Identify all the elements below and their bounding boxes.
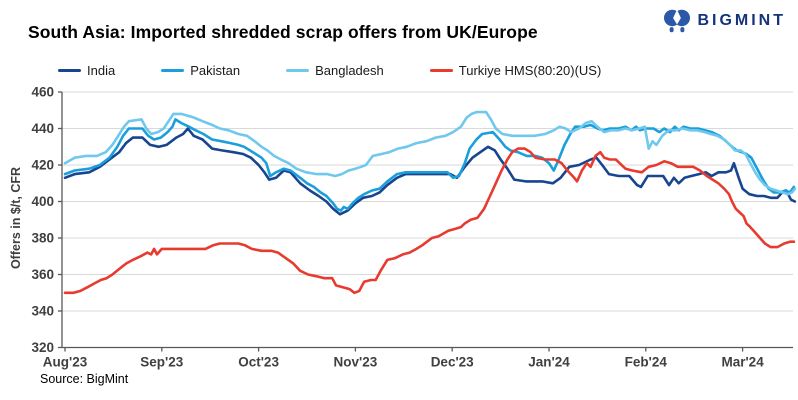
chart-legend: India Pakistan Bangladesh Turkiye HMS(80… bbox=[58, 63, 601, 78]
bigmint-logo: BIGMINT bbox=[662, 8, 786, 34]
legend-swatch-bangladesh bbox=[286, 68, 310, 73]
legend-swatch-india bbox=[58, 68, 81, 73]
svg-text:Feb'24: Feb'24 bbox=[625, 355, 668, 370]
svg-text:440: 440 bbox=[31, 121, 54, 136]
legend-item-turkiye: Turkiye HMS(80:20)(US) bbox=[429, 63, 602, 78]
svg-text:340: 340 bbox=[31, 304, 54, 319]
series-line-india bbox=[63, 127, 797, 216]
series-line-bangladesh bbox=[63, 110, 797, 196]
legend-item-pakistan: Pakistan bbox=[161, 63, 240, 78]
svg-text:320: 320 bbox=[31, 340, 54, 355]
svg-text:Aug'23: Aug'23 bbox=[43, 355, 88, 370]
svg-text:Nov'23: Nov'23 bbox=[334, 355, 378, 370]
svg-text:Mar'24: Mar'24 bbox=[721, 355, 764, 370]
legend-item-india: India bbox=[58, 63, 115, 78]
svg-text:400: 400 bbox=[31, 194, 54, 209]
svg-text:Jan'24: Jan'24 bbox=[528, 355, 570, 370]
legend-swatch-pakistan bbox=[161, 68, 185, 73]
line-chart: 320 340 360 380 400 420 440 460 Aug'23 Sep'23 Oct'… bbox=[31, 85, 797, 370]
series-line-turkiye-hms-us bbox=[63, 147, 796, 295]
chart-area: 320 340 360 380 400 420 440 460 Aug'23 Sep'23 Oct'… bbox=[0, 85, 798, 375]
svg-text:380: 380 bbox=[31, 231, 54, 246]
legend-swatch-turkiye bbox=[429, 68, 453, 73]
page-title: South Asia: Imported shredded scrap offe… bbox=[28, 22, 538, 42]
svg-text:460: 460 bbox=[31, 85, 54, 100]
svg-text:Oct'23: Oct'23 bbox=[238, 355, 279, 370]
bigmint-logo-text: BIGMINT bbox=[697, 12, 786, 29]
svg-text:420: 420 bbox=[31, 158, 54, 173]
legend-label-india: India bbox=[87, 63, 116, 78]
legend-label-bangladesh: Bangladesh bbox=[315, 63, 384, 78]
svg-text:Dec'23: Dec'23 bbox=[431, 355, 474, 370]
legend-label-turkiye: Turkiye HMS(80:20)(US) bbox=[458, 63, 602, 78]
series-line-pakistan bbox=[63, 118, 796, 212]
svg-text:Sep'23: Sep'23 bbox=[140, 355, 183, 370]
source-note: Source: BigMint bbox=[40, 372, 129, 386]
legend-item-bangladesh: Bangladesh bbox=[286, 63, 384, 78]
bigmint-logo-icon bbox=[664, 9, 691, 33]
y-axis-label: Offers in $/t, CFR bbox=[9, 166, 23, 270]
legend-label-pakistan: Pakistan bbox=[190, 63, 241, 78]
svg-text:360: 360 bbox=[31, 267, 54, 282]
